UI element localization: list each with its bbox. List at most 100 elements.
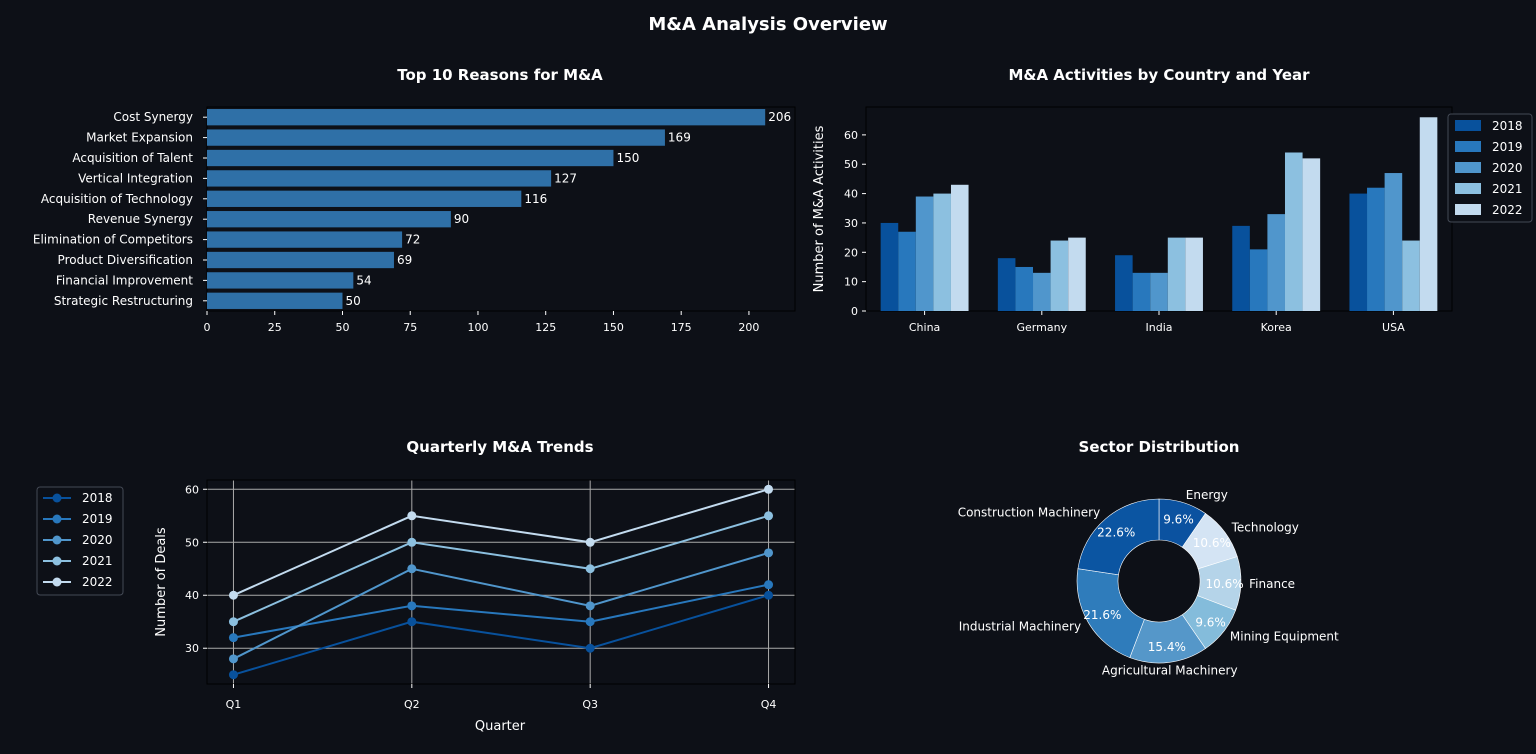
country-bar: [915, 196, 934, 311]
quarterly-x-axis-label: Quarter: [475, 719, 526, 734]
reasons-plot-frame: [206, 106, 796, 312]
reasons-bars: Cost Synergy 206 Market Expansion 169 Acquis…: [33, 109, 791, 334]
country-y-axis-label: Number of M&A Activities: [812, 125, 827, 292]
quarterly-y-axis-label: Number of Deals: [154, 527, 169, 637]
reason-value-label: 69: [397, 253, 412, 267]
reason-bar: [207, 149, 614, 167]
country-legend-label: 2018: [1492, 119, 1523, 133]
sector-name-label: Finance: [1249, 577, 1295, 591]
country-legend-label: 2020: [1492, 161, 1523, 175]
reason-category-label: Product Diversification: [58, 253, 193, 267]
country-chart-title: M&A Activities by Country and Year: [1008, 66, 1310, 84]
reason-bar: [207, 109, 766, 126]
country-legend-swatch: [1455, 162, 1481, 173]
quarterly-legend-marker: [52, 514, 62, 524]
quarterly-point: [585, 643, 595, 653]
quarterly-point: [585, 564, 595, 574]
reason-category-label: Financial Improvement: [56, 273, 193, 287]
country-legend: 2018 2019 2020 2021 2022: [1447, 113, 1533, 223]
reason-bar: [207, 231, 403, 248]
reason-bar: [207, 129, 665, 146]
quarterly-point: [407, 617, 417, 627]
sector-name-label: Technology: [1231, 521, 1299, 535]
sector-chart-title: Sector Distribution: [1079, 438, 1240, 456]
quarterly-point: [407, 511, 417, 521]
reason-bar: [207, 251, 394, 269]
quarterly-point: [764, 511, 774, 521]
quarterly-point: [764, 484, 774, 494]
country-y-tick-label: 20: [844, 246, 858, 259]
reason-category-label: Vertical Integration: [78, 171, 193, 185]
reason-bar: [207, 292, 343, 309]
country-bar: [898, 231, 916, 311]
quarterly-legend-box: [36, 486, 124, 596]
reason-category-label: Acquisition of Talent: [72, 151, 193, 165]
country-bar: [1015, 266, 1034, 311]
country-legend-swatch: [1455, 204, 1481, 215]
quarterly-x-tick-label: Q3: [582, 698, 598, 711]
quarterly-legend-label: 2020: [82, 533, 113, 547]
country-bar: [1115, 255, 1133, 311]
country-bar: [1132, 272, 1151, 311]
reason-x-tick-label: 125: [535, 321, 556, 334]
country-bar: [1068, 237, 1086, 311]
quarterly-legend-marker: [52, 556, 62, 566]
quarterly-y-tick-label: 60: [185, 483, 199, 496]
figure-title: M&A Analysis Overview: [648, 14, 887, 35]
sector-name-label: Agricultural Machinery: [1102, 664, 1238, 678]
quarterly-series-line: [233, 488, 769, 597]
quarterly-point: [585, 601, 595, 611]
quarterly-series-line: [233, 514, 769, 623]
quarterly-series-line: [233, 583, 769, 639]
country-x-tick-label: Germany: [1017, 321, 1068, 334]
reason-bar: [207, 211, 451, 228]
quarterly-point: [407, 564, 417, 574]
reason-value-label: 72: [405, 233, 420, 247]
reasons-chart-title: Top 10 Reasons for M&A: [397, 66, 603, 84]
sector-pct-label: 10.6%: [1193, 536, 1231, 550]
quarterly-point: [228, 670, 238, 680]
country-y-tick-label: 0: [851, 305, 858, 318]
quarterly-point: [407, 537, 417, 547]
sector-pct-label: 9.6%: [1195, 616, 1226, 630]
country-bar: [1402, 240, 1420, 311]
country-x-tick-label: China: [909, 321, 940, 334]
reason-value-label: 116: [524, 192, 547, 206]
country-y-tick-label: 60: [844, 129, 858, 142]
country-legend-label: 2019: [1492, 140, 1523, 154]
country-bar: [1302, 158, 1321, 311]
reason-x-tick-label: 25: [268, 321, 282, 334]
quarterly-point: [764, 590, 774, 600]
reason-value-label: 127: [554, 171, 577, 185]
reason-category-label: Elimination of Competitors: [33, 233, 193, 247]
country-bar: [933, 193, 951, 311]
reason-bar: [207, 170, 552, 187]
quarterly-x-tick-label: Q4: [761, 698, 777, 711]
country-bars: China Germany India Korea USA 0 10 20 30 40 50 60: [844, 117, 1438, 334]
reason-x-tick-label: 50: [335, 321, 349, 334]
quarterly-series-line: [233, 551, 769, 660]
sector-name-label: Energy: [1186, 488, 1228, 502]
country-bar: [1050, 240, 1069, 311]
sector-pct-label: 21.6%: [1083, 608, 1121, 622]
country-bar: [1249, 249, 1268, 311]
country-y-tick-label: 30: [844, 217, 858, 230]
country-legend-swatch: [1455, 141, 1481, 152]
quarterly-point: [585, 617, 595, 627]
country-bar: [1167, 237, 1186, 311]
country-bar: [1232, 225, 1250, 311]
country-bar: [1033, 272, 1051, 311]
quarterly-plot-frame: [206, 479, 796, 685]
country-bar: [1150, 272, 1168, 311]
quarterly-legend-label: 2018: [82, 491, 113, 505]
quarterly-lines: Q1 Q2 Q3 Q4 30 40 50 60: [185, 483, 776, 711]
reason-value-label: 90: [454, 212, 469, 226]
reason-category-label: Cost Synergy: [113, 110, 193, 124]
country-bar: [1185, 237, 1203, 311]
quarterly-legend: 2018 2019 2020 2021 2022: [36, 486, 124, 596]
reason-category-label: Strategic Restructuring: [54, 294, 193, 308]
quarterly-point: [228, 654, 238, 664]
reason-category-label: Market Expansion: [86, 131, 193, 145]
sector-donut-chart: Sector Distribution 9.6% Energy 10.6%Techn…: [958, 438, 1339, 678]
